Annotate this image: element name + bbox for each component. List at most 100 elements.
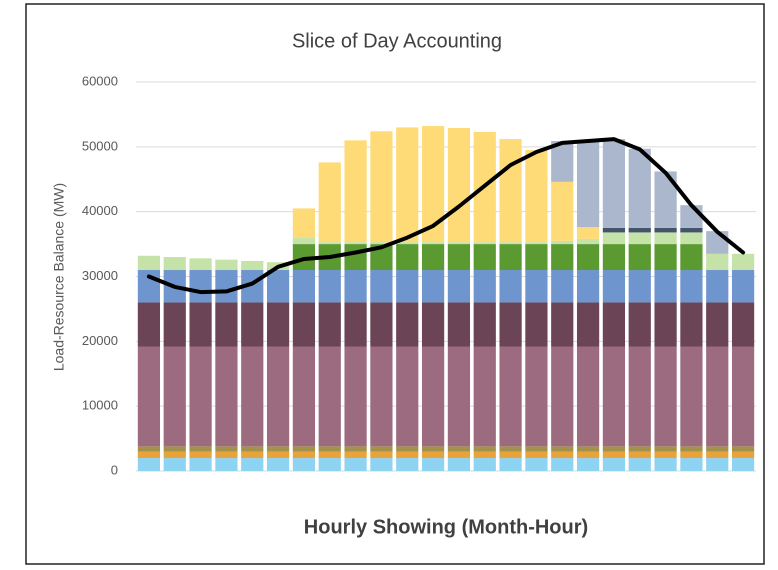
bar-segment bbox=[731, 302, 755, 347]
bar-segment bbox=[292, 458, 316, 471]
bar-segment bbox=[654, 227, 677, 233]
bar-segment bbox=[344, 446, 367, 452]
bar-segment bbox=[628, 270, 651, 303]
bar-segment bbox=[421, 302, 445, 347]
bar-segment bbox=[654, 458, 677, 471]
bar-segment bbox=[706, 270, 729, 303]
bar-segment bbox=[602, 244, 626, 271]
bar-segment bbox=[163, 302, 186, 347]
bar-segment bbox=[731, 270, 755, 303]
grid: 0 10000 20000 30000 40000 50000 60000 bbox=[82, 73, 756, 477]
bar-segment bbox=[628, 451, 651, 459]
bar-segment bbox=[680, 302, 703, 347]
bar-segment bbox=[654, 171, 677, 228]
bar-segment bbox=[576, 227, 600, 239]
bar-segment bbox=[370, 270, 393, 303]
bar-segment bbox=[215, 458, 238, 471]
bar-segment bbox=[163, 451, 186, 459]
bar-segment bbox=[396, 346, 419, 447]
bar-segment bbox=[499, 458, 522, 471]
bar-segment bbox=[628, 302, 651, 347]
bar-segment bbox=[318, 242, 341, 245]
bar-segment bbox=[602, 227, 626, 233]
bar-segment bbox=[680, 270, 703, 303]
bar-segment bbox=[499, 270, 522, 303]
y-tick-label: 20000 bbox=[82, 333, 118, 348]
bar-segment bbox=[680, 446, 703, 452]
bar-segment bbox=[706, 446, 729, 452]
bar-segment bbox=[473, 270, 496, 303]
y-tick-label: 0 bbox=[111, 462, 118, 477]
bar-segment bbox=[447, 270, 471, 303]
bar-segment bbox=[421, 446, 445, 452]
bar-segment bbox=[576, 270, 600, 303]
bar-segment bbox=[551, 244, 574, 271]
bar-segment bbox=[266, 346, 290, 447]
bar-segment bbox=[551, 446, 574, 452]
bar-segment bbox=[576, 244, 600, 271]
bar-segment bbox=[499, 451, 522, 459]
bar-segment bbox=[421, 126, 445, 243]
bar-segment bbox=[576, 238, 600, 245]
bar-segment bbox=[163, 257, 186, 271]
bar-segment bbox=[189, 458, 212, 471]
bar-segment bbox=[551, 346, 574, 447]
bar-segment bbox=[241, 451, 264, 459]
bar-segment bbox=[215, 446, 238, 452]
bar-segment bbox=[473, 346, 496, 447]
bar-segment bbox=[421, 270, 445, 303]
bar-segment bbox=[551, 240, 574, 245]
bar-segment bbox=[576, 140, 600, 228]
bar-segment bbox=[447, 302, 471, 347]
bar-segment bbox=[137, 451, 161, 459]
bar-segment bbox=[447, 458, 471, 471]
bar-segment bbox=[189, 346, 212, 447]
bar-segment bbox=[189, 446, 212, 452]
bar-segment bbox=[396, 270, 419, 303]
bar-segment bbox=[499, 346, 522, 447]
bar-segment bbox=[628, 232, 651, 245]
bar-segment bbox=[396, 244, 419, 271]
bar-segment bbox=[654, 302, 677, 347]
bar-segment bbox=[396, 451, 419, 459]
bar-segment bbox=[602, 302, 626, 347]
bar-segment bbox=[628, 244, 651, 271]
bar-segment bbox=[215, 302, 238, 347]
bar-segment bbox=[680, 458, 703, 471]
bar-segment bbox=[266, 270, 290, 303]
bar-segment bbox=[292, 346, 316, 447]
bar-segment bbox=[499, 242, 522, 245]
bar-segment bbox=[447, 242, 471, 245]
bar-segment bbox=[551, 181, 574, 241]
bar-segment bbox=[499, 302, 522, 347]
bars bbox=[137, 126, 755, 471]
bar-segment bbox=[447, 446, 471, 452]
bar-segment bbox=[292, 237, 316, 245]
bar-segment bbox=[421, 451, 445, 459]
bar-segment bbox=[499, 446, 522, 452]
bar-segment bbox=[602, 451, 626, 459]
bar-segment bbox=[163, 346, 186, 447]
bar-segment bbox=[344, 302, 367, 347]
bar-segment bbox=[602, 346, 626, 447]
bar-segment bbox=[680, 205, 703, 228]
bar-segment bbox=[706, 346, 729, 447]
bar-segment bbox=[628, 346, 651, 447]
bar-segment bbox=[706, 253, 729, 271]
bar-segment bbox=[137, 458, 161, 471]
bar-segment bbox=[628, 148, 651, 228]
bar-segment bbox=[396, 302, 419, 347]
bar-segment bbox=[215, 270, 238, 303]
bar-segment bbox=[215, 451, 238, 459]
bar-segment bbox=[292, 451, 316, 459]
bar-segment bbox=[266, 302, 290, 347]
bar-segment bbox=[318, 270, 341, 303]
bar-segment bbox=[680, 227, 703, 233]
bar-segment bbox=[370, 131, 393, 243]
bar-segment bbox=[137, 446, 161, 452]
bar-segment bbox=[473, 451, 496, 459]
bar-segment bbox=[344, 270, 367, 303]
bar-segment bbox=[189, 451, 212, 459]
bar-segment bbox=[576, 458, 600, 471]
bar-segment bbox=[602, 446, 626, 452]
